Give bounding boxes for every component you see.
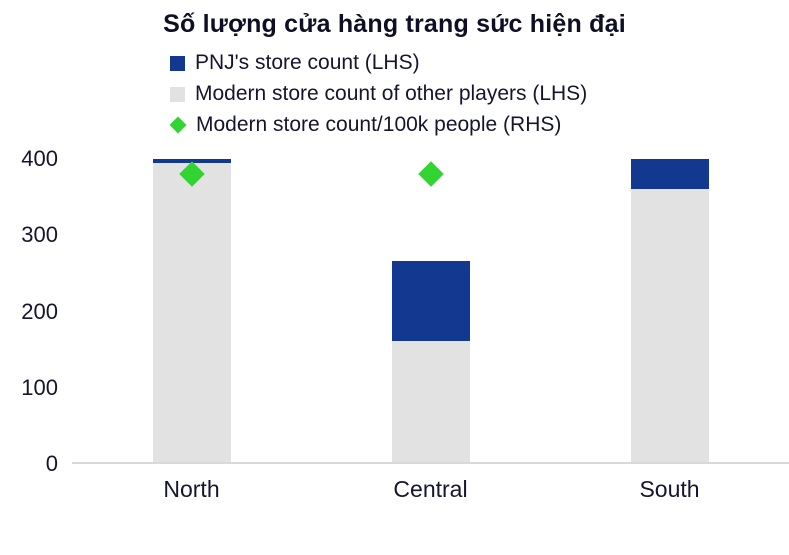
- x-axis-label-south: South: [639, 476, 700, 502]
- bar-south: [630, 159, 709, 462]
- chart-title: Số lượng cửa hàng trang sức hiện đại: [163, 10, 626, 38]
- bar-segment-pnj: [152, 159, 231, 163]
- legend: PNJ's store count (LHS) Modern store cou…: [169, 51, 789, 137]
- y-axis-label: 100: [21, 374, 58, 400]
- y-axis-label: 200: [21, 298, 58, 324]
- y-axis-label: 0: [45, 451, 58, 476]
- legend-item-pnj: PNJ's store count (LHS): [170, 51, 789, 75]
- legend-item-others: Modern store count of other players (LHS…: [170, 82, 789, 106]
- x-axis-label-central: Central: [393, 476, 468, 502]
- x-axis-label-north: North: [163, 476, 220, 502]
- plot-area: [72, 159, 789, 464]
- bar-segment-others: [152, 162, 231, 462]
- y-axis-label: 400: [21, 146, 58, 171]
- bar-segment-others: [630, 189, 709, 462]
- legend-diamond-icon: [169, 116, 187, 134]
- bar-segment-others: [391, 340, 470, 462]
- bar-north: [152, 159, 231, 462]
- legend-item-density: Modern store count/100k people (RHS): [169, 113, 789, 137]
- bar-segment-pnj: [391, 261, 470, 341]
- diamond-marker-icon: [417, 161, 444, 187]
- legend-square-icon: [170, 86, 185, 102]
- legend-label-others: Modern store count of other players (LHS…: [195, 82, 588, 105]
- chart-area: 400 300 200 100 0: [0, 148, 789, 475]
- bar-central: [391, 159, 470, 462]
- y-axis-label: 300: [21, 222, 58, 248]
- bar-segment-pnj: [630, 159, 709, 190]
- legend-square-icon: [170, 55, 185, 71]
- x-axis: North Central South: [72, 476, 789, 503]
- legend-label-pnj: PNJ's store count (LHS): [195, 51, 420, 74]
- legend-label-density: Modern store count/100k people (RHS): [196, 113, 562, 136]
- y-axis: 400 300 200 100 0: [0, 148, 72, 475]
